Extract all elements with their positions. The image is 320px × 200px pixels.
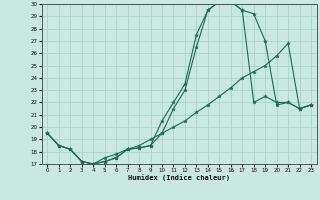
X-axis label: Humidex (Indice chaleur): Humidex (Indice chaleur) [128, 175, 230, 181]
